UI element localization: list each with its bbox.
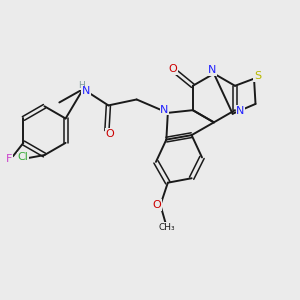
Text: O: O (106, 129, 114, 139)
Text: N: N (160, 105, 169, 115)
Text: N: N (208, 65, 217, 75)
Text: CH₃: CH₃ (158, 223, 175, 232)
Text: O: O (152, 200, 161, 210)
Text: F: F (6, 154, 12, 164)
Text: S: S (254, 71, 261, 81)
Text: H: H (78, 81, 85, 90)
Text: N: N (82, 86, 90, 96)
Text: N: N (236, 106, 244, 116)
Text: Cl: Cl (18, 152, 28, 162)
Text: O: O (169, 64, 177, 74)
